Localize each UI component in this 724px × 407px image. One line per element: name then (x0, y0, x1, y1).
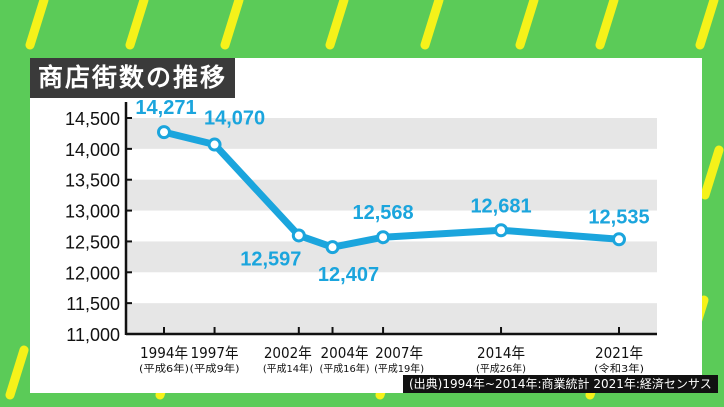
stripe (5, 345, 29, 400)
y-tick-label: 13,000 (65, 202, 120, 222)
stripe (325, 0, 349, 50)
y-tick-label: 14,500 (65, 109, 120, 129)
data-label: 12,568 (352, 202, 413, 224)
grid-band (126, 303, 657, 334)
data-point (157, 125, 171, 140)
data-point (291, 228, 306, 243)
chart-panel (30, 58, 702, 393)
x-tick-label: 2021年 (595, 344, 643, 362)
x-tick-sublabel: (平成19年) (374, 362, 424, 375)
x-tick-label: 2004年 (321, 344, 369, 362)
data-label: 12,407 (318, 264, 379, 286)
stripe (25, 0, 49, 50)
stripe (515, 0, 539, 50)
stripe (220, 0, 244, 50)
data-label: 12,535 (588, 206, 649, 228)
source-note: (出典)1994年~2014年:商業統計 2021年:経済センサス (403, 375, 718, 393)
data-point (207, 137, 222, 152)
x-tick-label: 1994年 (140, 344, 188, 362)
data-label: 12,597 (240, 248, 301, 270)
data-point (494, 223, 509, 238)
stripe (695, 0, 719, 50)
x-tick-sublabel: (平成6年) (139, 362, 189, 375)
x-tick-sublabel: (平成14年) (263, 362, 313, 375)
y-tick-label: 12,000 (65, 263, 120, 283)
x-tick-label: 2014年 (477, 344, 525, 362)
data-label: 14,070 (204, 108, 265, 130)
x-tick-sublabel: (平成26年) (476, 362, 526, 375)
data-point (325, 240, 340, 255)
stripe (420, 0, 444, 50)
grid-band (126, 241, 657, 273)
x-tick-sublabel: (令和3年) (594, 362, 644, 375)
y-tick-label: 11,500 (66, 294, 120, 314)
x-tick-sublabel: (平成16年) (320, 362, 370, 375)
y-tick-label: 14,000 (65, 140, 120, 160)
stripe (700, 145, 724, 200)
grid-band (126, 179, 657, 211)
stripe (125, 0, 149, 50)
stripe (595, 0, 619, 50)
data-point (376, 230, 391, 245)
y-tick-label: 11,000 (66, 325, 120, 345)
y-tick-label: 13,500 (65, 171, 120, 191)
x-tick-label: 2002年 (264, 344, 312, 362)
data-label: 12,681 (470, 195, 531, 217)
x-tick-label: 1997年 (191, 344, 239, 362)
y-tick-label: 12,500 (65, 232, 120, 252)
data-label: 14,271 (135, 97, 196, 119)
x-tick-sublabel: (平成9年) (190, 362, 240, 375)
x-tick-label: 2007年 (375, 344, 423, 362)
data-point (612, 232, 626, 247)
chart-title: 商店街数の推移 (30, 58, 235, 98)
